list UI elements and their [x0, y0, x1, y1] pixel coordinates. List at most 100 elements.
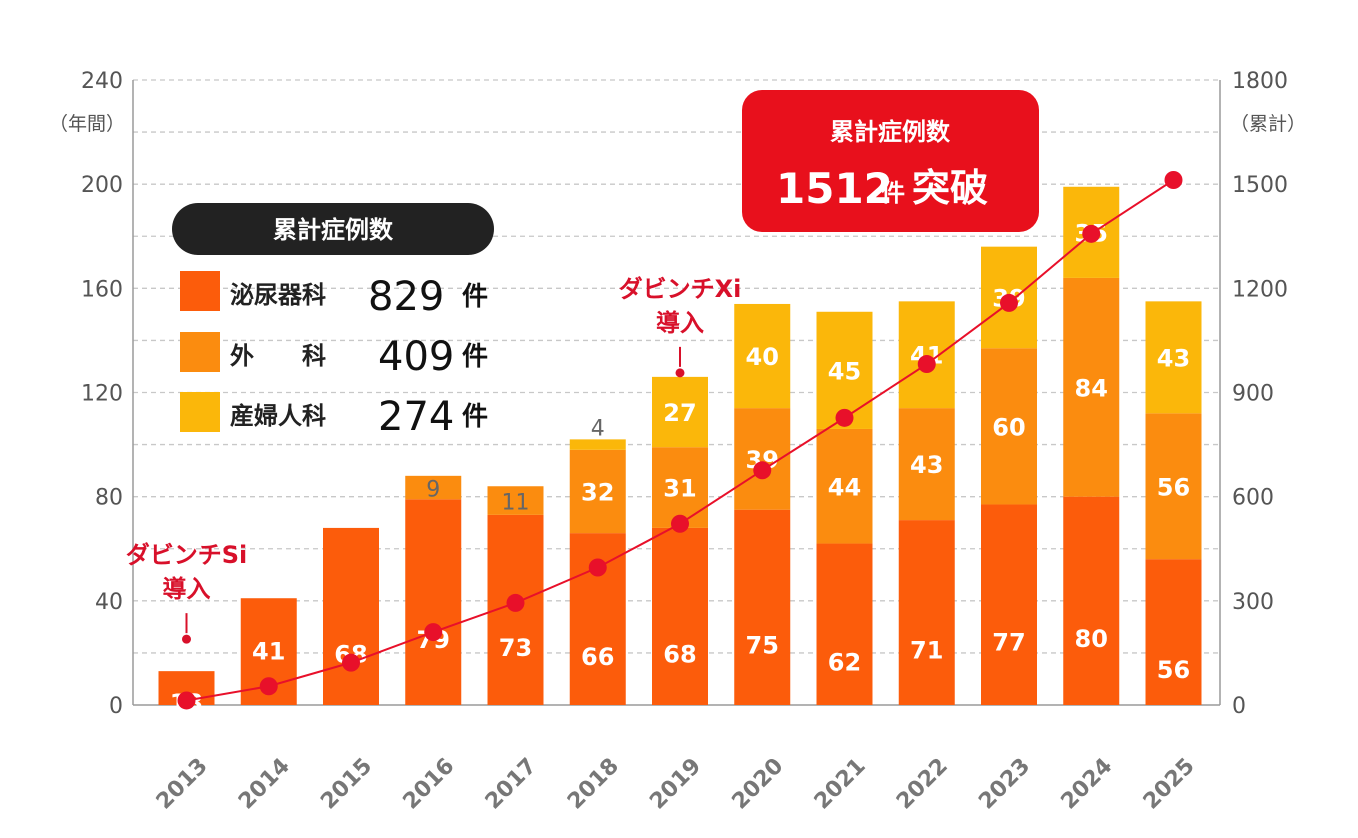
x-tick-label: 2023	[974, 754, 1035, 815]
x-tick-label: 2018	[563, 754, 624, 815]
bar-value-label: 4	[591, 416, 605, 441]
cumulative-point	[342, 653, 360, 672]
badge-box	[742, 90, 1039, 232]
bar-segment	[1063, 496, 1120, 705]
annotation-dot	[675, 368, 685, 378]
x-tick-label: 2019	[645, 754, 706, 815]
y-right-tick-label: 600	[1232, 486, 1274, 511]
x-tick-label: 2025	[1139, 754, 1200, 815]
bar-value-label: 41	[252, 638, 285, 666]
legend-swatch-gynecology	[180, 392, 220, 432]
y-right-tick-label: 1500	[1232, 173, 1288, 198]
cumulative-line	[177, 171, 1183, 710]
x-tick-label: 2013	[152, 754, 213, 815]
bar-segment	[734, 509, 791, 705]
bar-segment	[816, 543, 873, 705]
legend-swatch-surgery	[180, 332, 220, 372]
cumulative-point	[753, 461, 772, 480]
y-right-tick-label: 900	[1232, 382, 1274, 407]
legend-swatch-urology	[180, 271, 220, 311]
y-left-tick-label: 160	[81, 277, 123, 302]
x-tick-label: 2024	[1057, 754, 1118, 815]
badge-suffix: 突破	[912, 166, 988, 210]
bar-segment	[734, 303, 791, 409]
annotation-line2: 導入	[163, 575, 211, 603]
bar-value-label: 27	[663, 399, 696, 427]
bar-segment	[981, 348, 1037, 505]
x-tick-label: 2015	[316, 754, 377, 815]
y-left-tick-label: 40	[95, 590, 123, 615]
y-left-tick-label: 240	[81, 69, 123, 94]
legend-title: 累計症例数	[273, 216, 394, 244]
x-tick-label: 2022	[892, 754, 953, 815]
y-left-unit: （年間）	[49, 113, 125, 135]
bar-segment	[898, 408, 955, 521]
annotation-line1: ダビンチSi	[126, 541, 248, 569]
bar-segment	[1145, 413, 1202, 560]
badge-title: 累計症例数	[830, 118, 951, 146]
y-left-tick-label: 80	[95, 486, 123, 511]
y-right-tick-label: 1800	[1232, 69, 1288, 94]
annotations: ダビンチSi 導入 ダビンチXi 導入	[126, 275, 742, 644]
cumulative-point	[1082, 224, 1101, 243]
bar-segment	[569, 449, 626, 534]
bar-segment	[569, 439, 626, 450]
y-right-unit: （累計）	[1230, 113, 1306, 135]
bar-value-label: 9	[426, 478, 440, 503]
bar-value-label: 11	[502, 491, 530, 516]
total-badge: 累計症例数 1512 件 突破	[742, 90, 1039, 232]
cumulative-point	[424, 623, 443, 642]
annotation-dot	[182, 634, 191, 644]
bar-value-label: 43	[910, 451, 943, 479]
y-right-tick-label: 1200	[1232, 277, 1288, 302]
cumulative-point	[177, 691, 196, 710]
badge-number: 1512	[776, 164, 893, 213]
cumulative-point	[671, 514, 689, 533]
bar-segment	[652, 527, 708, 705]
legend-unit-surgery: 件	[462, 342, 488, 372]
legend-name-urology: 泌尿器科	[230, 281, 326, 309]
x-tick-label: 2020	[728, 754, 789, 815]
bar-value-label: 68	[663, 640, 696, 668]
bar-value-label: 56	[1157, 656, 1190, 684]
cumulative-point	[588, 558, 607, 577]
cumulative-point	[1164, 171, 1183, 189]
bar-segment	[652, 376, 708, 448]
y-left-tick-label: 0	[109, 694, 123, 719]
bar-value-label: 66	[581, 643, 614, 671]
bar-value-label: 45	[828, 357, 861, 385]
x-tick-label: 2021	[810, 754, 871, 815]
y-left-tick-label: 120	[81, 382, 123, 407]
bar-value-label: 56	[1157, 473, 1190, 501]
bar-segment	[1063, 277, 1120, 497]
bar-segment	[323, 527, 379, 705]
x-tick-label: 2014	[234, 754, 295, 815]
legend-unit-urology: 件	[462, 282, 488, 312]
bar-segment	[405, 499, 462, 705]
bar-value-label: 60	[992, 413, 1025, 441]
bar-segment	[898, 520, 955, 705]
bar-value-label: 62	[828, 648, 861, 676]
annotation-line1: ダビンチXi	[619, 275, 742, 303]
y-left-tick-label: 200	[81, 173, 123, 198]
y-right-tick-label: 0	[1232, 694, 1246, 719]
legend-name-surgery: 外 科	[230, 342, 326, 370]
bar-segment	[816, 428, 873, 544]
legend: 累計症例数 泌尿器科 829 件 外 科 409 件 産婦人科 274 件	[172, 203, 494, 440]
cumulative-point	[835, 408, 854, 427]
bar-segment	[981, 504, 1037, 705]
legend-unit-gynecology: 件	[462, 402, 488, 432]
bar-value-label: 40	[746, 343, 779, 371]
legend-title-pill	[172, 203, 494, 255]
bar-segment	[405, 475, 462, 500]
cumulative-point	[917, 355, 936, 374]
bar-value-label: 73	[499, 634, 532, 662]
bar-segment	[898, 301, 955, 409]
bars	[158, 186, 1202, 705]
bar-segment	[1145, 559, 1202, 705]
legend-count-surgery: 409	[378, 334, 454, 380]
legend-count-gynecology: 274	[378, 394, 454, 440]
cumulative-point	[506, 593, 525, 612]
bar-value-label: 80	[1075, 625, 1108, 653]
